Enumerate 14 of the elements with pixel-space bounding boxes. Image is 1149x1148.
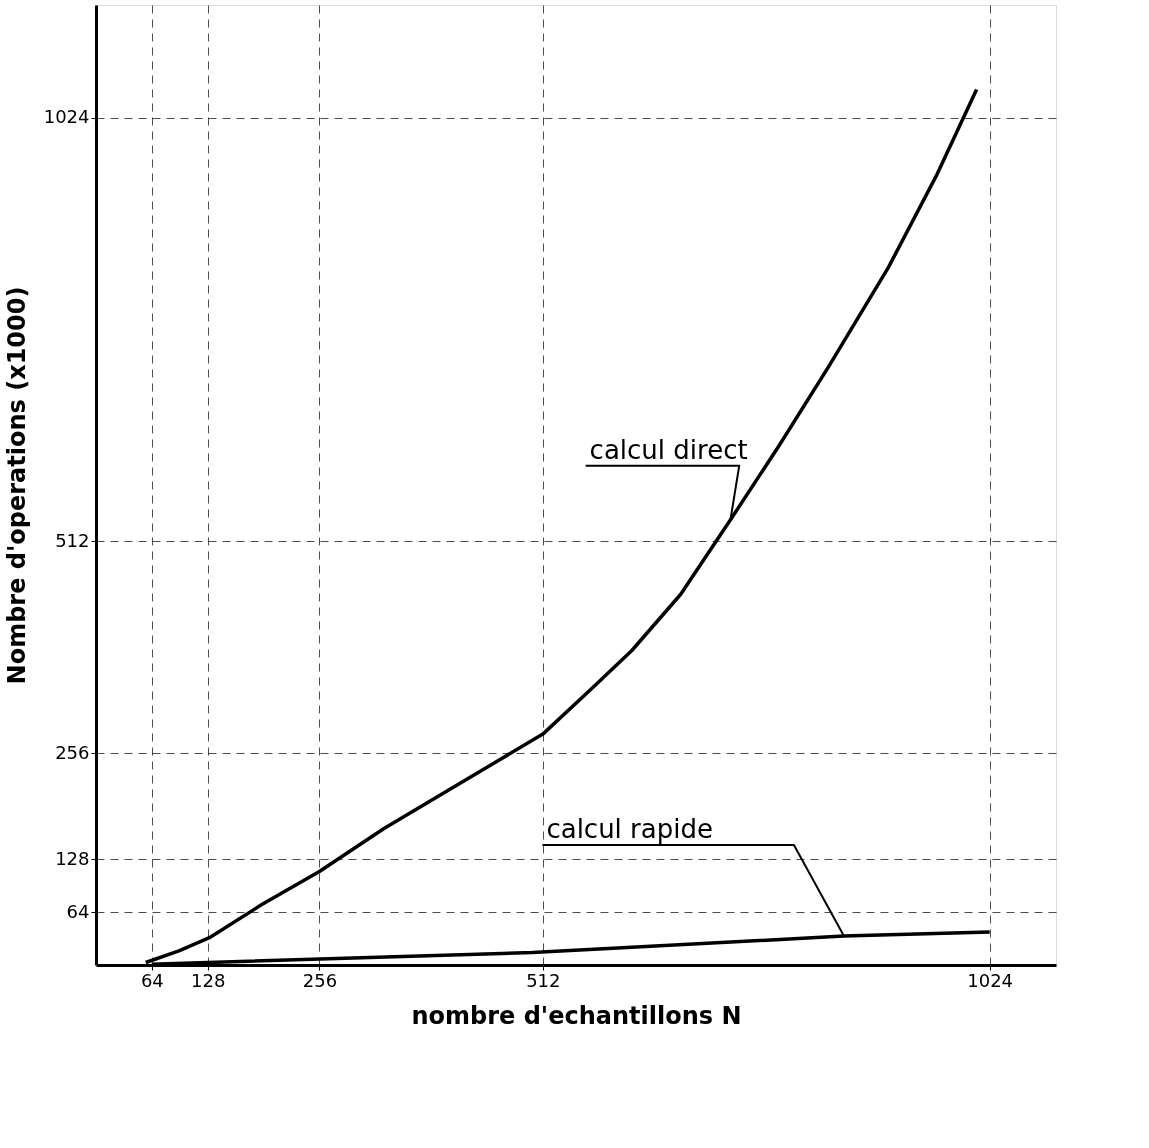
x-tick-label: 128 [191,969,226,991]
x-axis-title: nombre d'echantillons N [411,1001,742,1030]
y-axis-title: Nombre d'operations (x1000) [2,286,31,685]
y-tick-label: 256 [55,741,90,763]
x-tick-label: 256 [302,969,338,991]
y-tick-label: 128 [55,847,90,869]
y-tick-label: 1024 [43,106,90,128]
x-tick-label: 512 [526,969,561,991]
y-tick-label: 512 [55,529,90,551]
y-tick-label: 64 [66,900,90,922]
x-tick-label: 1024 [967,969,1014,991]
series-label: calcul direct [589,434,748,465]
x-tick-label: 64 [140,969,164,991]
text: calcul rapide [546,814,713,844]
